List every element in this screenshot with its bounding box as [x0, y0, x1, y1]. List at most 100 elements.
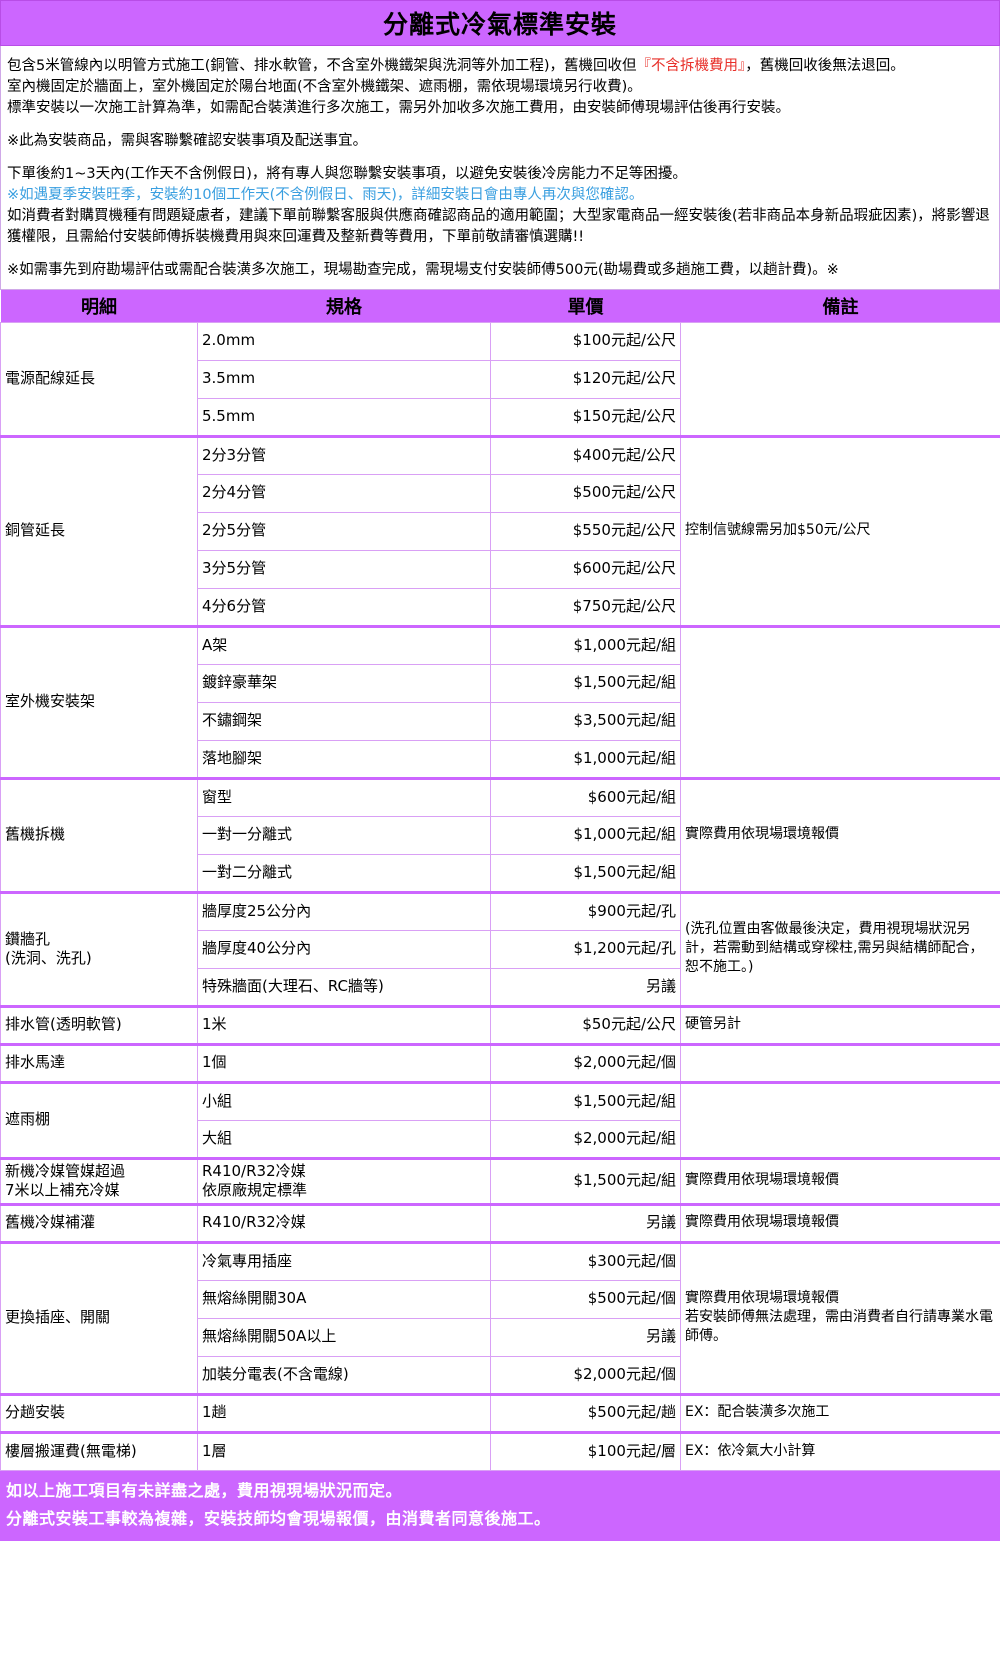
cell-price: $1,000元起/組 [490, 624, 681, 665]
cell-spec: 無熔絲開關50A以上 [197, 1317, 491, 1357]
cell-price: $120元起/公尺 [490, 359, 681, 399]
table-row: 一對一分離式 $1,000元起/組 [1, 815, 1000, 855]
cell-spec: 牆厚度25公分內 [197, 890, 491, 931]
table-row: 分趟安裝 1趟 $500元起/趟 EX：配合裝潢多次施工 [0, 1392, 1000, 1433]
cell-price: $1,000元起/組 [490, 739, 681, 779]
cell-spec: 一對二分離式 [197, 853, 491, 893]
notice-line: 標準安裝以一次施工計算為準，如需配合裝潢進行多次施工，需另外加收多次施工費用，由… [7, 98, 993, 119]
notice-text-segment: 包含5米管線內以明管方式施工(銅管、排水軟管，不含室外機鐵架與洗洞等外加工程)，… [7, 58, 637, 74]
column-header-item: 明細 [0, 290, 198, 322]
table-row: 鍍鋅豪華架 $1,500元起/組 [1, 663, 1000, 703]
cell-price: $600元起/組 [490, 776, 681, 817]
cell-item: 分趟安裝 [0, 1392, 198, 1433]
cell-price: $50元起/公尺 [490, 1004, 681, 1045]
notice-line: 如消費者對購買機種有問題疑慮者，建議下單前聯繫客服與供應商確認商品的適用範圍；大… [7, 206, 993, 248]
page-title-banner: 分離式冷氣標準安裝 [0, 0, 1000, 46]
cell-price: $150元起/公尺 [490, 397, 681, 437]
notice-text-segment: ※如遇夏季安裝旺季，安裝約10個工作天(不含例假日、雨天)，詳細安裝日會由專人再… [7, 187, 644, 203]
cell-price: $600元起/公尺 [490, 549, 681, 589]
cell-spec: 加裝分電表(不含電線) [197, 1355, 491, 1395]
table-row: 大組 $2,000元起/組 [1, 1119, 1000, 1159]
notice-line: 包含5米管線內以明管方式施工(銅管、排水軟管，不含室外機鐵架與洗洞等外加工程)，… [7, 56, 993, 77]
cell-note: (洗孔位置由客做最後決定，費用視現場狀況另計，若需動到結構或穿樑柱,需另與結構師… [680, 890, 1000, 1007]
cell-item: 銅管延長 [0, 434, 198, 627]
column-header-price: 單價 [490, 290, 681, 322]
cell-spec: 落地腳架 [197, 739, 491, 779]
cell-price: $100元起/公尺 [490, 321, 681, 361]
table-row: 鑽牆孔 (洗洞、洗孔) 牆厚度25公分內 $900元起/孔 (洗孔位置由客做最後決定，費… [0, 890, 1000, 1007]
notice-line: 下單後約1~3天內(工作天不含例假日)，將有專人與您聯繫安裝事項，以避免安裝後冷… [7, 164, 993, 185]
notice-line [7, 152, 993, 164]
notice-line: 室內機固定於牆面上，室外機固定於陽台地面(不含室外機鐵架、遮雨棚，需依現場環境另… [7, 77, 993, 98]
cell-item: 室外機安裝架 [0, 624, 198, 779]
table-row: 一對二分離式 $1,500元起/組 [1, 853, 1000, 893]
cell-spec: 4分6分管 [197, 587, 491, 627]
cell-price: $1,500元起/組 [490, 1080, 681, 1121]
cell-price: $1,500元起/組 [490, 853, 681, 893]
cell-spec: 大組 [197, 1119, 491, 1159]
cell-spec: 牆厚度40公分內 [197, 929, 491, 969]
cell-price: $1,500元起/組 [490, 663, 681, 703]
cell-item: 電源配線延長 [0, 321, 198, 437]
cell-price: 另議 [490, 1317, 681, 1357]
footer-line: 如以上施工項目有未詳盡之處，費用視現場狀況而定。 [6, 1480, 403, 1500]
cell-note: 實際費用依現場環境報價 [680, 1202, 1000, 1243]
column-header-note: 備註 [680, 290, 1000, 322]
column-header-spec: 規格 [197, 290, 491, 322]
cell-price: $2,000元起/組 [490, 1119, 681, 1159]
cell-spec: 冷氣專用插座 [197, 1240, 491, 1281]
cell-spec: 1個 [197, 1042, 491, 1083]
cell-spec: 1米 [197, 1004, 491, 1045]
cell-note: EX：依冷氣大小計算 [680, 1430, 1000, 1471]
table-row: 3.5mm $120元起/公尺 [1, 359, 1000, 399]
table-row: 2分4分管 $500元起/公尺 [1, 473, 1000, 513]
notice-line [7, 248, 993, 260]
table-row: 無熔絲開關30A $500元起/個 [1, 1279, 1000, 1319]
notice-text-segment: ，舊機回收後無法退回。 [745, 58, 905, 74]
cell-spec: 小組 [197, 1080, 491, 1121]
cell-price: $550元起/公尺 [490, 511, 681, 551]
table-row: 3分5分管 $600元起/公尺 [1, 549, 1000, 589]
notice-text-segment: 『不含拆機費用』 [636, 58, 746, 74]
table-row: 排水馬達 1個 $2,000元起/個 [0, 1042, 1000, 1083]
table-row: 不鏽鋼架 $3,500元起/組 [1, 701, 1000, 741]
cell-spec: 2分3分管 [197, 434, 491, 475]
table-row: 加裝分電表(不含電線) $2,000元起/個 [1, 1355, 1000, 1395]
notice-line: ※此為安裝商品，需與客聯繫確認安裝事項及配送事宜。 [7, 131, 993, 152]
cell-note: 實際費用依現場環境報價 若安裝師傅無法處理，需由消費者自行請專業水電師傅。 [680, 1240, 1000, 1395]
table-row: 牆厚度40公分內 $1,200元起/孔 [1, 929, 1000, 969]
cell-price: $500元起/個 [490, 1279, 681, 1319]
page-title: 分離式冷氣標準安裝 [382, 10, 617, 39]
cell-spec: A架 [197, 624, 491, 665]
cell-spec: 無熔絲開關30A [197, 1279, 491, 1319]
cell-price: $2,000元起/個 [490, 1042, 681, 1083]
cell-note: 硬管另計 [680, 1004, 1000, 1045]
table-row: 樓層搬運費(無電梯) 1層 $100元起/層 EX：依冷氣大小計算 [0, 1430, 1000, 1471]
cell-price: $1,000元起/組 [490, 815, 681, 855]
cell-note [680, 624, 1000, 779]
cell-spec: 特殊牆面(大理石、RC牆等) [197, 967, 491, 1007]
cell-price: $500元起/公尺 [490, 473, 681, 513]
table-row: 新機冷媒管媒超過 7米以上補充冷媒 R410/R32冷媒 依原廠規定標準 $1,500元… [0, 1156, 1000, 1205]
cell-spec: 5.5mm [197, 397, 491, 437]
cell-price: $500元起/趟 [490, 1392, 681, 1433]
cell-spec: 窗型 [197, 776, 491, 817]
cell-spec: 3.5mm [197, 359, 491, 399]
cell-item: 排水管(透明軟管) [0, 1004, 198, 1045]
cell-price: $3,500元起/組 [490, 701, 681, 741]
cell-spec: 鍍鋅豪華架 [197, 663, 491, 703]
cell-price: 另議 [490, 1202, 681, 1243]
cell-spec: 1趟 [197, 1392, 491, 1433]
cell-note [680, 321, 1000, 437]
notice-text-segment: 下單後約1~3天內(工作天不含例假日)，將有專人與您聯繫安裝事項，以避免安裝後冷… [7, 166, 687, 182]
cell-note: 實際費用依現場環境報價 [680, 1156, 1000, 1205]
cell-item: 更換插座、開關 [0, 1240, 198, 1395]
cell-note: 控制信號線需另加$50元/公尺 [680, 434, 1000, 627]
cell-price: $900元起/孔 [490, 890, 681, 931]
notice-text-segment: 室內機固定於牆面上，室外機固定於陽台地面(不含室外機鐵架、遮雨棚，需依現場環境另… [7, 79, 642, 95]
cell-price: 另議 [490, 967, 681, 1007]
footer-banner: 如以上施工項目有未詳盡之處，費用視現場狀況而定。 分離式安裝工事較為複雜，安裝技師… [0, 1470, 1000, 1541]
notice-line: ※如需事先到府勘場評估或需配合裝潢多次施工，現場勘查完成，需現場支付安裝師傅50… [7, 260, 993, 281]
table-header-row: 明細 規格 單價 備註 [0, 290, 1000, 322]
